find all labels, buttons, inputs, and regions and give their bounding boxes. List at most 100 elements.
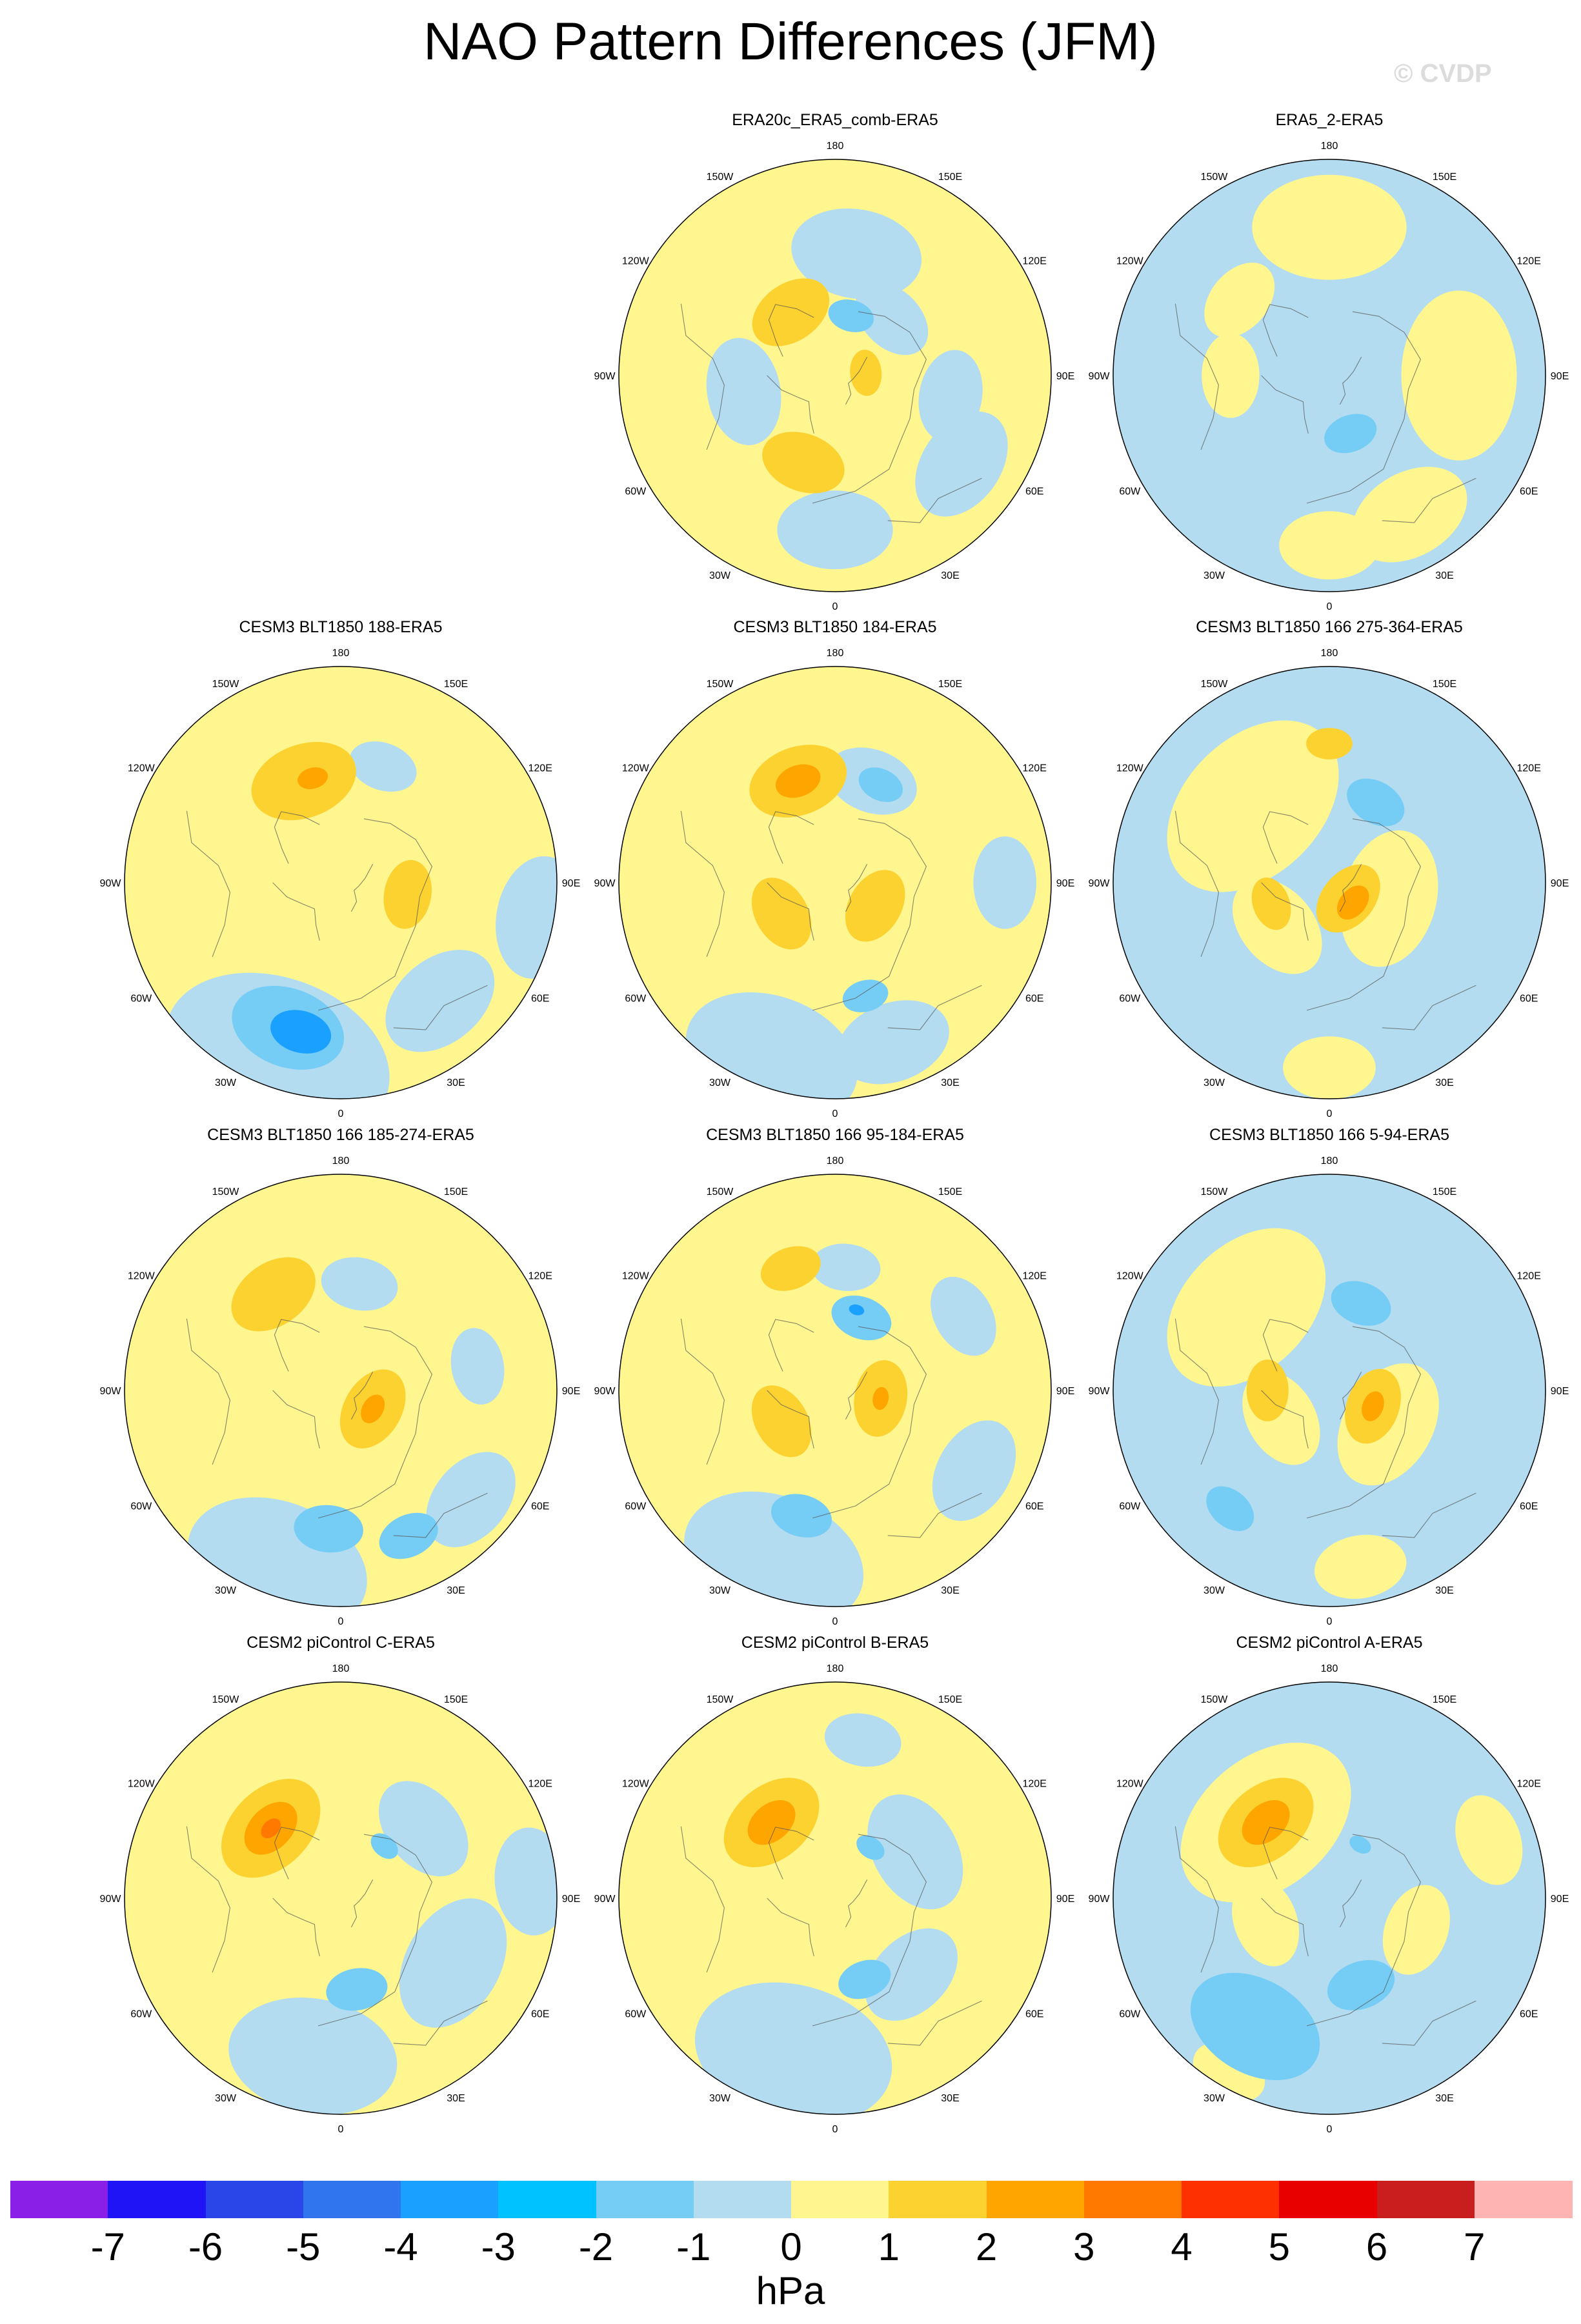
anomaly-contour [1242,1800,1290,1845]
longitude-label: 0 [832,2124,838,2135]
anomaly-contour [837,1000,949,1085]
longitude-label: 0 [832,601,838,612]
anomaly-contour [379,1512,438,1559]
longitude-label: 180 [827,1156,844,1167]
anomaly-contour [775,764,821,798]
longitude-label: 60E [1025,2009,1043,2020]
colorbar-level-label: -2 [578,2225,614,2269]
longitude-label: 30W [215,2093,237,2104]
longitude-label: 90E [1551,878,1569,889]
coastline [1306,311,1422,504]
anomaly-contour [261,1818,281,1839]
anomaly-contour [850,349,882,396]
longitude-label: 90E [562,878,580,889]
longitude-label: 150W [707,679,734,690]
map-background-field [1113,1174,1546,1607]
coastline [272,1390,320,1449]
colorbar-level-label: 5 [1268,2225,1290,2269]
coastline [1174,1318,1219,1465]
coastline [186,1826,230,1973]
coastline [1262,304,1309,357]
colorbar-level-label: -3 [481,2225,516,2269]
colorbar-cell [1083,2181,1182,2218]
colorbar-level-label: 4 [1171,2225,1193,2269]
longitude-label: 150W [1201,1694,1229,1705]
colorbar-cell [1182,2181,1280,2218]
anomaly-contour [270,1010,332,1054]
coastlines [680,1826,982,2046]
map-panel: CESM3 BLT1850 184-ERA5 180 150E 120E 90E 60E 3… [583,618,1087,1128]
longitude-label: 30E [447,1077,465,1088]
anomaly-contour [1264,1257,1310,1292]
coastlines [1174,1318,1476,1538]
anomaly-contour [379,1781,468,1877]
anomaly-contour [856,1835,885,1860]
panel-title: CESM3 BLT1850 166 275-364-ERA5 [1196,618,1463,636]
longitude-label: 150E [444,679,468,690]
longitude-label: 120E [529,763,552,774]
anomaly-contour [1202,333,1260,418]
longitude-label: 60E [1520,486,1538,497]
anomaly-contour [294,1505,363,1553]
longitude-label: 180 [1321,1663,1338,1674]
longitude-label: 30W [709,1585,731,1596]
longitude-label: 60E [531,994,549,1005]
map-panel: CESM3 BLT1850 166 5-94-ERA5 180 150E 120E 90… [1078,1126,1581,1636]
coastline [1382,1492,1476,1538]
panel-title: ERA5_2-ERA5 [1275,111,1384,129]
anomaly-contour [762,432,845,494]
map-boundary [618,159,1052,592]
anomaly-contour [706,337,781,446]
anomaly-contour [791,208,922,299]
map-panel: CESM3 BLT1850 188-ERA5 180 150E 120E 90E 60E 3… [89,618,592,1128]
longitude-label: 120W [622,1779,650,1790]
map-boundary [1113,1174,1546,1607]
anomaly-contour [760,1246,821,1291]
longitude-label: 120E [1023,1779,1047,1790]
coastline [274,1319,320,1372]
coastline [186,1318,230,1465]
panel-title: CESM3 BLT1850 184-ERA5 [733,618,937,636]
polar-map: 180 150E 120E 90E 60E 30E 0 30W 60W 90W 120W 150W [594,141,1075,612]
map-background-field [619,666,1051,1099]
coastline [317,1326,433,1519]
colorbar-level-label: -4 [383,2225,418,2269]
coastline [1382,985,1476,1030]
colorbar-cell [1376,2181,1475,2218]
map-boundary [124,1174,558,1607]
anomaly-contour [842,979,889,1013]
coastline [1339,1372,1362,1420]
longitude-label: 60W [625,994,647,1005]
coastline [1339,357,1362,405]
polar-map: 180 150E 120E 90E 60E 30E 0 30W 60W 90W 120W 150W [594,1663,1075,2135]
anomaly-contour [1252,174,1407,280]
coastline [350,1879,374,1928]
colorbar-cell [791,2181,889,2218]
anomaly-contour [1340,830,1438,967]
polar-map: 180 150E 120E 90E 60E 30E 0 30W 60W 90W 120W 150W [1089,1156,1569,1627]
coastlines [680,810,982,1030]
longitude-label: 150W [1201,679,1229,690]
panel-title: CESM3 BLT1850 166 95-184-ERA5 [706,1126,964,1144]
coastline [812,1326,927,1519]
longitude-label: 90W [1089,878,1111,889]
anomaly-contour [858,767,903,803]
coastline [767,1898,814,1957]
colorbar-level-label: -6 [188,2225,223,2269]
longitude-label: 150W [707,1187,734,1197]
coastline [768,1827,814,1879]
anomaly-contour [297,767,328,790]
coastline [1174,810,1219,957]
anomaly-contour [751,877,812,950]
longitude-label: 60W [1119,486,1141,497]
colorbar-cell [401,2181,499,2218]
coastline [768,304,814,357]
longitude-label: 30W [709,2093,731,2104]
longitude-label: 120E [1517,1271,1541,1282]
anomaly-contour [752,278,830,346]
coastlines [680,303,982,523]
coastlines [186,1318,488,1538]
coastline [680,1318,725,1465]
anomaly-contour [385,950,495,1052]
polar-map: 180 150E 120E 90E 60E 30E 0 30W 60W 90W 120W 150W [594,1156,1075,1627]
